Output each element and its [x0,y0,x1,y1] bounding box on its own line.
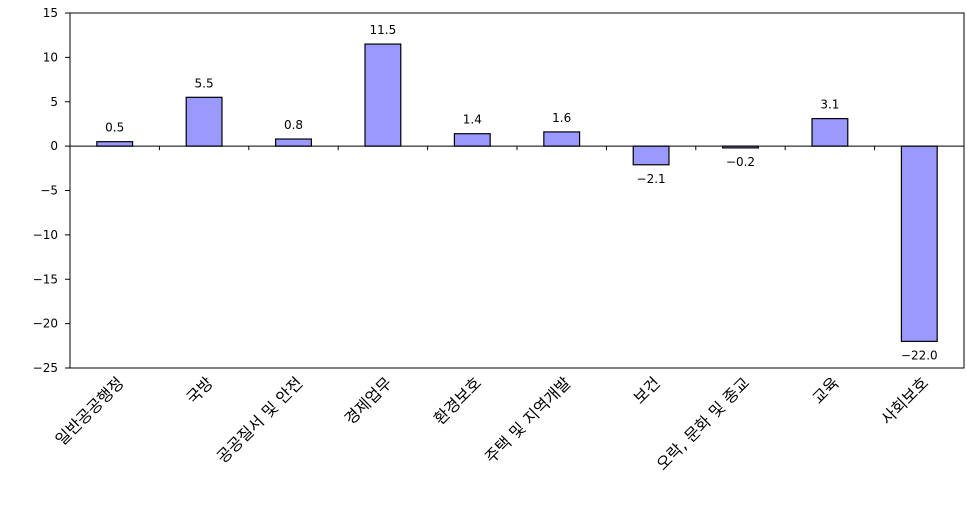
bar [453,133,491,147]
category-label: 환경보호 [430,373,485,428]
y-tick-label: 5 [50,95,58,109]
bar [364,43,402,147]
category-label: 공공질서 및 안전 [213,373,306,466]
category-label: 경제업무 [341,373,396,428]
data-label: −22.0 [901,348,938,362]
category-label: 사회보호 [877,373,932,428]
bars [96,43,938,342]
bar [543,131,581,147]
data-label: 5.5 [195,76,214,90]
category-label: 교육 [808,373,842,407]
category-label: 오락, 문화 및 종교 [653,373,754,474]
data-label: −0.2 [726,155,755,169]
data-label: 11.5 [370,23,397,37]
data-label: 1.4 [463,113,482,127]
y-tick-label: 10 [43,50,58,64]
y-tick-label: −5 [40,184,58,198]
bar [632,145,670,166]
category-label: 일반공공행정 [52,373,128,449]
bar [96,141,134,147]
y-tick-label: −15 [33,272,58,286]
y-tick-label: −10 [33,228,58,242]
y-tick-label: −20 [33,317,58,331]
data-label: 1.6 [552,111,571,125]
bar [275,138,312,147]
y-tick-label: 0 [50,139,58,153]
data-labels: 0.5 5.5 0.8 11.5 1.4 1.6 −2.1 −0.2 3.1 −22.0 [105,23,938,362]
category-label: 주택 및 지역개발 [481,373,575,467]
data-label: 0.5 [105,121,124,135]
axes [69,12,965,369]
plot-frame [69,12,965,369]
y-tick-label: −25 [33,361,58,375]
category-label: 보건 [630,373,664,407]
bar [900,145,938,342]
category-label: 국방 [183,373,217,407]
y-axis-ticks: 15 10 5 0 −5 −10 −15 −20 −25 [33,6,70,375]
data-label: 3.1 [820,98,839,112]
bar [185,96,223,147]
bar [811,118,849,147]
data-label: 0.8 [284,118,303,132]
data-label: −2.1 [637,172,666,186]
y-tick-label: 15 [43,6,58,20]
